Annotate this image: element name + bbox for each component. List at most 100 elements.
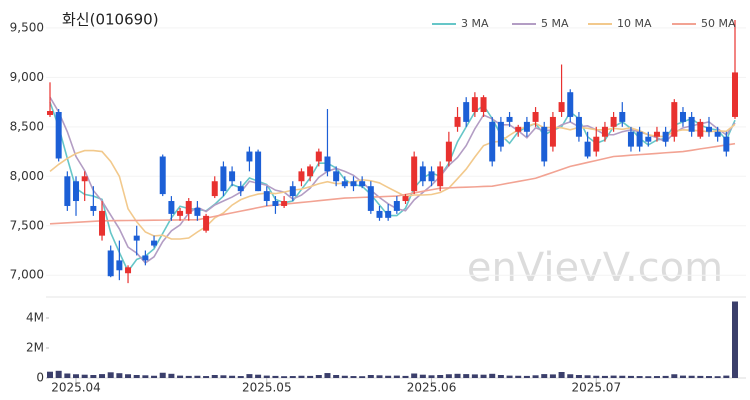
candle-body [610, 116, 617, 127]
volume-bar [523, 375, 530, 378]
volume-bar [81, 374, 88, 378]
volume-tick-label: 2M [26, 341, 44, 355]
legend-label: 50 MA [701, 17, 736, 30]
candle-body [307, 166, 314, 177]
candle-body [367, 186, 374, 211]
candle-body [298, 171, 305, 182]
candle-body [662, 131, 669, 142]
candle-body [593, 136, 600, 152]
candle-body [47, 111, 53, 115]
volume-bar [541, 374, 548, 378]
volume-bar [471, 374, 478, 378]
volume-bar [419, 374, 426, 378]
volume-bar [393, 375, 400, 378]
volume-bar [445, 374, 452, 378]
volume-bar [705, 376, 712, 378]
volume-bar [723, 375, 730, 378]
volume-bar [619, 375, 626, 378]
y-tick-label: 7,000 [10, 268, 44, 282]
candle-body [116, 260, 123, 271]
volume-tick-label: 0 [36, 371, 44, 385]
volume-bar [272, 375, 279, 378]
volume-bar [90, 375, 97, 378]
volume-bar [567, 374, 574, 378]
legend-label: 5 MA [541, 17, 569, 30]
volume-bar [411, 373, 418, 378]
volume-bar [627, 375, 634, 378]
volume-bar [437, 375, 444, 378]
volume-bar [636, 376, 643, 378]
x-tick-label: 2025.06 [407, 381, 457, 395]
candle-body [515, 126, 522, 132]
legend-label: 10 MA [617, 17, 652, 30]
volume-bar [350, 376, 357, 378]
volume-bar [107, 372, 114, 378]
candle-body [281, 201, 288, 206]
volume-bar [428, 375, 435, 378]
volume-bar [246, 374, 253, 378]
candle-body [497, 121, 504, 147]
x-tick-label: 2025.07 [571, 381, 621, 395]
candle-body [90, 205, 97, 211]
volume-bar [333, 375, 340, 378]
candle-body [463, 102, 470, 122]
candle-body [272, 201, 279, 206]
candle-body [419, 166, 426, 182]
volume-bar [645, 376, 652, 378]
volume-bar [575, 375, 582, 378]
candle-body [454, 116, 461, 127]
ma-line [49, 101, 736, 273]
candle-body [428, 171, 435, 182]
candle-body [411, 156, 418, 192]
candle-body [697, 121, 704, 137]
candle-body [506, 116, 513, 122]
volume-bar [610, 375, 617, 378]
volume-bar [151, 375, 158, 378]
candle-body [385, 210, 392, 218]
ma-line [49, 142, 736, 225]
y-tick-label: 8,500 [10, 119, 44, 133]
candle-body [73, 181, 80, 202]
candle-body [220, 166, 227, 192]
volume-bar [64, 373, 71, 378]
volume-bar [298, 375, 305, 378]
volume-bar [99, 374, 106, 378]
candle-body [723, 136, 730, 152]
candle-body [64, 176, 71, 206]
volume-tick-label: 4M [26, 311, 44, 325]
x-tick-label: 2025.04 [51, 381, 101, 395]
volume-bar [688, 375, 695, 378]
volume-bar [341, 375, 348, 378]
candle-body [99, 210, 106, 236]
volume-bar [142, 375, 149, 378]
candle-body [237, 186, 244, 192]
candle-body [402, 196, 409, 202]
volume-bar [653, 376, 660, 378]
volume-bar [281, 376, 288, 378]
volume-bar [133, 375, 140, 378]
candle-body [125, 267, 132, 274]
candle-body [523, 121, 530, 132]
candle-body [471, 97, 478, 112]
candle-body [315, 151, 322, 162]
volume-bar [497, 375, 504, 378]
candle-body [359, 181, 366, 187]
candle-body [185, 201, 192, 214]
candle-body [168, 201, 175, 214]
x-tick-label: 2025.05 [242, 381, 292, 395]
volume-bar [584, 375, 591, 378]
volume-bar [454, 373, 461, 378]
volume-bar [220, 375, 227, 378]
volume-bar [47, 371, 53, 378]
volume-bar [532, 375, 539, 378]
volume-bar [480, 374, 487, 378]
chart-title: 화신(010690) [62, 11, 159, 29]
volume-bar [359, 376, 366, 378]
volume-bar [185, 375, 192, 378]
candle-body [350, 181, 357, 187]
candle-body [653, 131, 660, 137]
volume-bar [203, 376, 210, 378]
candle-body [55, 111, 62, 159]
volume-bar [168, 373, 175, 378]
candle-body [541, 126, 548, 162]
